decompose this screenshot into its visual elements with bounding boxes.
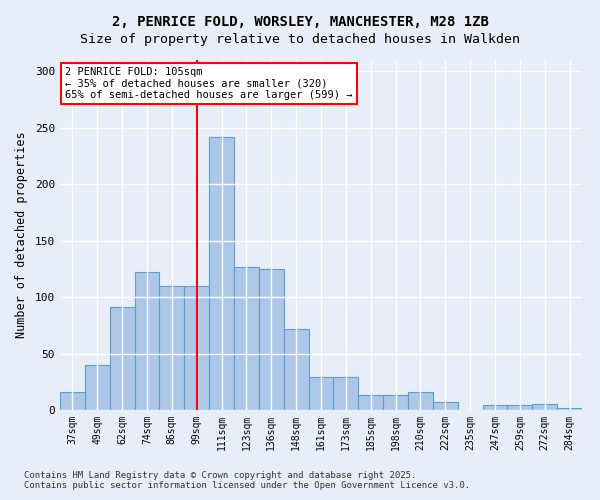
Bar bbox=[508, 406, 532, 410]
Bar bbox=[110, 308, 134, 410]
Bar bbox=[160, 286, 184, 410]
Bar bbox=[184, 286, 209, 410]
Text: Contains HM Land Registry data © Crown copyright and database right 2025.
Contai: Contains HM Land Registry data © Crown c… bbox=[24, 470, 470, 490]
Bar bbox=[482, 406, 508, 410]
Bar bbox=[383, 396, 408, 410]
Bar bbox=[334, 378, 358, 410]
Bar bbox=[557, 408, 582, 410]
Bar bbox=[85, 365, 110, 410]
Bar bbox=[408, 392, 433, 410]
Y-axis label: Number of detached properties: Number of detached properties bbox=[15, 132, 28, 338]
Bar bbox=[209, 137, 234, 410]
Bar bbox=[259, 269, 284, 410]
Bar bbox=[358, 396, 383, 410]
Text: Size of property relative to detached houses in Walkden: Size of property relative to detached ho… bbox=[80, 32, 520, 46]
Bar bbox=[532, 404, 557, 410]
Text: 2 PENRICE FOLD: 105sqm
← 35% of detached houses are smaller (320)
65% of semi-de: 2 PENRICE FOLD: 105sqm ← 35% of detached… bbox=[65, 67, 353, 100]
Bar bbox=[308, 378, 334, 410]
Bar bbox=[284, 328, 308, 410]
Bar bbox=[234, 266, 259, 410]
Bar bbox=[433, 402, 458, 410]
Bar bbox=[60, 392, 85, 410]
Text: 2, PENRICE FOLD, WORSLEY, MANCHESTER, M28 1ZB: 2, PENRICE FOLD, WORSLEY, MANCHESTER, M2… bbox=[112, 15, 488, 29]
Bar bbox=[134, 272, 160, 410]
